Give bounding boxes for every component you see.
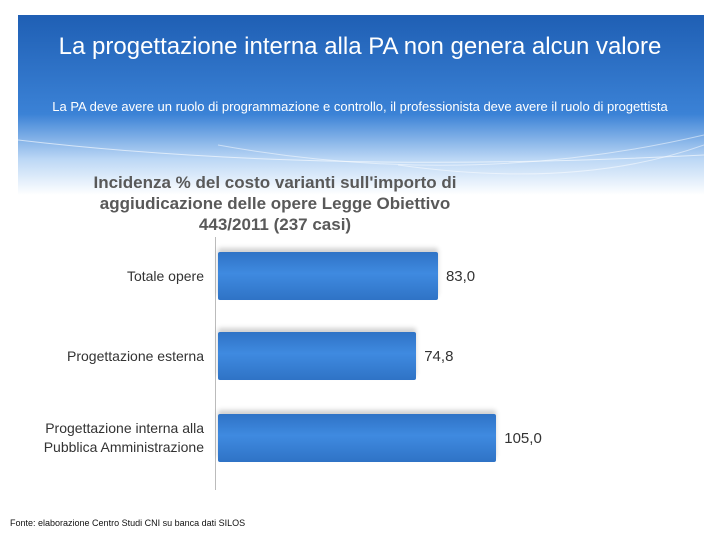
header-banner <box>18 15 704 195</box>
value-label: 83,0 <box>445 268 476 285</box>
decoration <box>18 134 704 175</box>
category-label: Progettazione esterna <box>67 347 204 364</box>
category-label: Totale opere <box>126 267 204 284</box>
slide-title: La progettazione interna alla PA non gen… <box>58 33 662 60</box>
bar <box>218 414 497 462</box>
bar <box>218 252 438 300</box>
bar <box>218 332 417 380</box>
value-label: 105,0 <box>504 430 542 447</box>
source-note: Fonte: elaborazione Centro Studi CNI su … <box>10 518 246 528</box>
slide-subtitle: La PA deve avere un ruolo di programmazi… <box>52 99 668 114</box>
value-label: 74,8 <box>424 348 454 365</box>
category-label: Progettazione interna alla Pubblica Ammi… <box>43 420 204 455</box>
category-axis <box>215 237 216 490</box>
chart-title: Incidenza % del costo varianti sull'impo… <box>93 173 457 234</box>
